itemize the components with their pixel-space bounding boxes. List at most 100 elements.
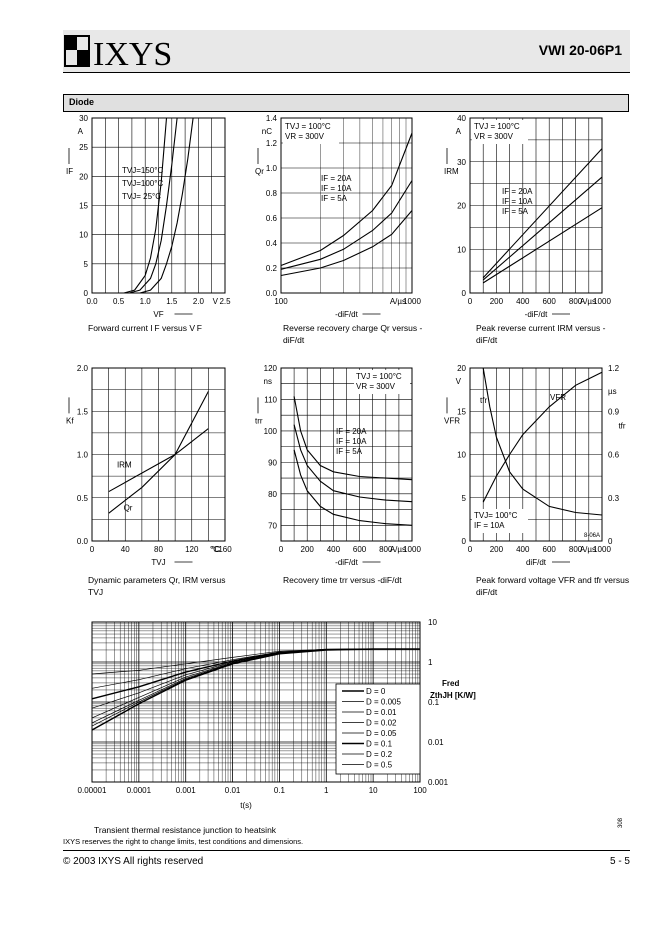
y-axis-label: Qr: [255, 167, 264, 176]
section-bar: Diode: [63, 94, 629, 112]
series-line: [482, 176, 603, 281]
x-unit-label: A/µs: [390, 297, 406, 306]
y-unit-label: V: [456, 377, 462, 386]
series-group-c6: [482, 367, 603, 516]
grid-c7: [91, 622, 420, 783]
series-line: [129, 117, 178, 294]
section-title: Diode: [69, 97, 95, 107]
y-unit-label: nC: [262, 127, 272, 136]
y-tick-label: 0.0: [266, 289, 278, 298]
legend-entry: IF = 20A: [502, 187, 533, 196]
y2-tick-label: 0: [608, 537, 613, 546]
x-tick-label: 800: [569, 545, 583, 554]
series-line: [91, 648, 420, 675]
grid-c2: [280, 117, 412, 294]
x-unit-label: A/µs: [580, 297, 596, 306]
series-group-c7: [91, 648, 420, 731]
x-tick-label: 400: [516, 545, 530, 554]
conditions-box: TVJ = 100°CVR = 300V: [472, 120, 528, 144]
x-tick-label: 1000: [593, 545, 611, 554]
footer-note: IXYS reserves the right to change limits…: [63, 837, 304, 846]
legend-entry: D = 0.1: [366, 740, 393, 749]
y-tick-label: 0.6: [266, 214, 278, 223]
x-tick-label: 80: [154, 545, 163, 554]
series-group-c3: [482, 148, 603, 284]
figure-code: 8-06A: [584, 533, 600, 539]
y-axis-label: Kf: [66, 416, 74, 425]
series-line: [482, 148, 603, 279]
conditions-bg: [472, 120, 528, 144]
y-axis-label: ZthJH [K/W]: [430, 691, 476, 700]
x-tick-label: 40: [121, 545, 130, 554]
legend-entry: IF = 5A: [502, 207, 529, 216]
x-axis-label: -diF/dt: [335, 558, 358, 567]
series-line: [293, 396, 413, 481]
y-tick-label: 10: [457, 245, 466, 254]
caption-dynamic-parameters: Dynamic parameters Qr, IRM versus TVJ: [88, 575, 226, 597]
legend-c6: tfr VFR: [480, 393, 566, 405]
x-tick-label: 0.5: [113, 297, 125, 306]
plot-frame-c5: [280, 367, 413, 542]
condition-label: VR = 300V: [285, 132, 325, 141]
copyright: © 2003 IXYS All rights reserved: [63, 856, 204, 867]
legend-entry: IF = 20A: [321, 174, 352, 183]
x-tick-label: 0: [279, 545, 284, 554]
caption-thermal-resistance: Transient thermal resistance junction to…: [94, 825, 277, 835]
y-tick-label: 1.0: [266, 164, 278, 173]
x-tick-label: 1000: [403, 297, 421, 306]
condition-label: TVJ= 100°C: [474, 511, 518, 520]
x-axis-label: TVJ: [151, 558, 165, 567]
legend-entry: D = 0.01: [366, 708, 397, 717]
grid-c4: [91, 367, 226, 542]
y-axis-label: IF: [66, 167, 73, 176]
y-tick-label: 0.2: [266, 264, 278, 273]
y2-tick-label: 0.3: [608, 494, 620, 503]
x-tick-label: 1000: [403, 545, 421, 554]
y2-tick-label: 1.2: [608, 364, 620, 373]
x-tick-label: 0.0: [86, 297, 98, 306]
conditions-box: TVJ = 100°CVR = 300V: [283, 120, 339, 144]
y2-tick-label: 0.6: [608, 451, 620, 460]
x-tick-label: 10: [369, 786, 378, 795]
conditions-bg: [283, 120, 339, 144]
y-tick-label: 20: [79, 172, 88, 181]
y-tick-label: 0.1: [428, 698, 440, 707]
y-tick-label: 0: [462, 537, 467, 546]
legend-entry: D = 0.02: [366, 719, 397, 728]
y-tick-label: 0.8: [266, 189, 278, 198]
legend-entry: TVJ=100°C: [122, 179, 163, 188]
plot-frame-c3: [469, 117, 603, 294]
footer-divider: [63, 850, 630, 851]
chart-c1: 0 5 10 15 20 25 30 0.0 0.5 1.0 1.5 2.0 V 2.5 VF IF A TVJ=…: [66, 114, 231, 319]
x-tick-label: 800: [569, 297, 583, 306]
x-tick-label: 1000: [593, 297, 611, 306]
x-unit-label: A/µs: [580, 545, 596, 554]
plot-frame-c4: [91, 367, 226, 542]
legend-entry: IF = 10A: [502, 197, 533, 206]
y-axis-label: VFR: [444, 416, 460, 425]
x-tick-label: 600: [353, 545, 367, 554]
ixys-logo: IXYS: [64, 35, 172, 70]
condition-label: TVJ = 100°C: [474, 122, 520, 131]
series-line: [280, 210, 413, 277]
legend-entry: D = 0: [366, 687, 386, 696]
series-line: [108, 391, 209, 514]
caption-peak-reverse-current: Peak reverse current IRM versus -diF/dt: [476, 323, 606, 345]
conditions-bg: [472, 509, 528, 533]
x-axis-label: -diF/dt: [335, 310, 358, 319]
legend-entry: IF = 10A: [321, 184, 352, 193]
y-tick-label: 0.001: [428, 778, 449, 787]
legend-entry: VFR: [550, 393, 566, 402]
legend-entry: TVJ=150°C: [122, 166, 163, 175]
y-tick-label: 30: [457, 158, 466, 167]
condition-label: IF = 10A: [474, 521, 505, 530]
page-header: IXYS VWI 20-06P1: [63, 30, 630, 73]
series-line: [139, 117, 194, 294]
legend-entry: IF = 10A: [336, 437, 367, 446]
legend-entry: IF = 5A: [321, 194, 348, 203]
condition-label: TVJ = 100°C: [356, 372, 402, 381]
